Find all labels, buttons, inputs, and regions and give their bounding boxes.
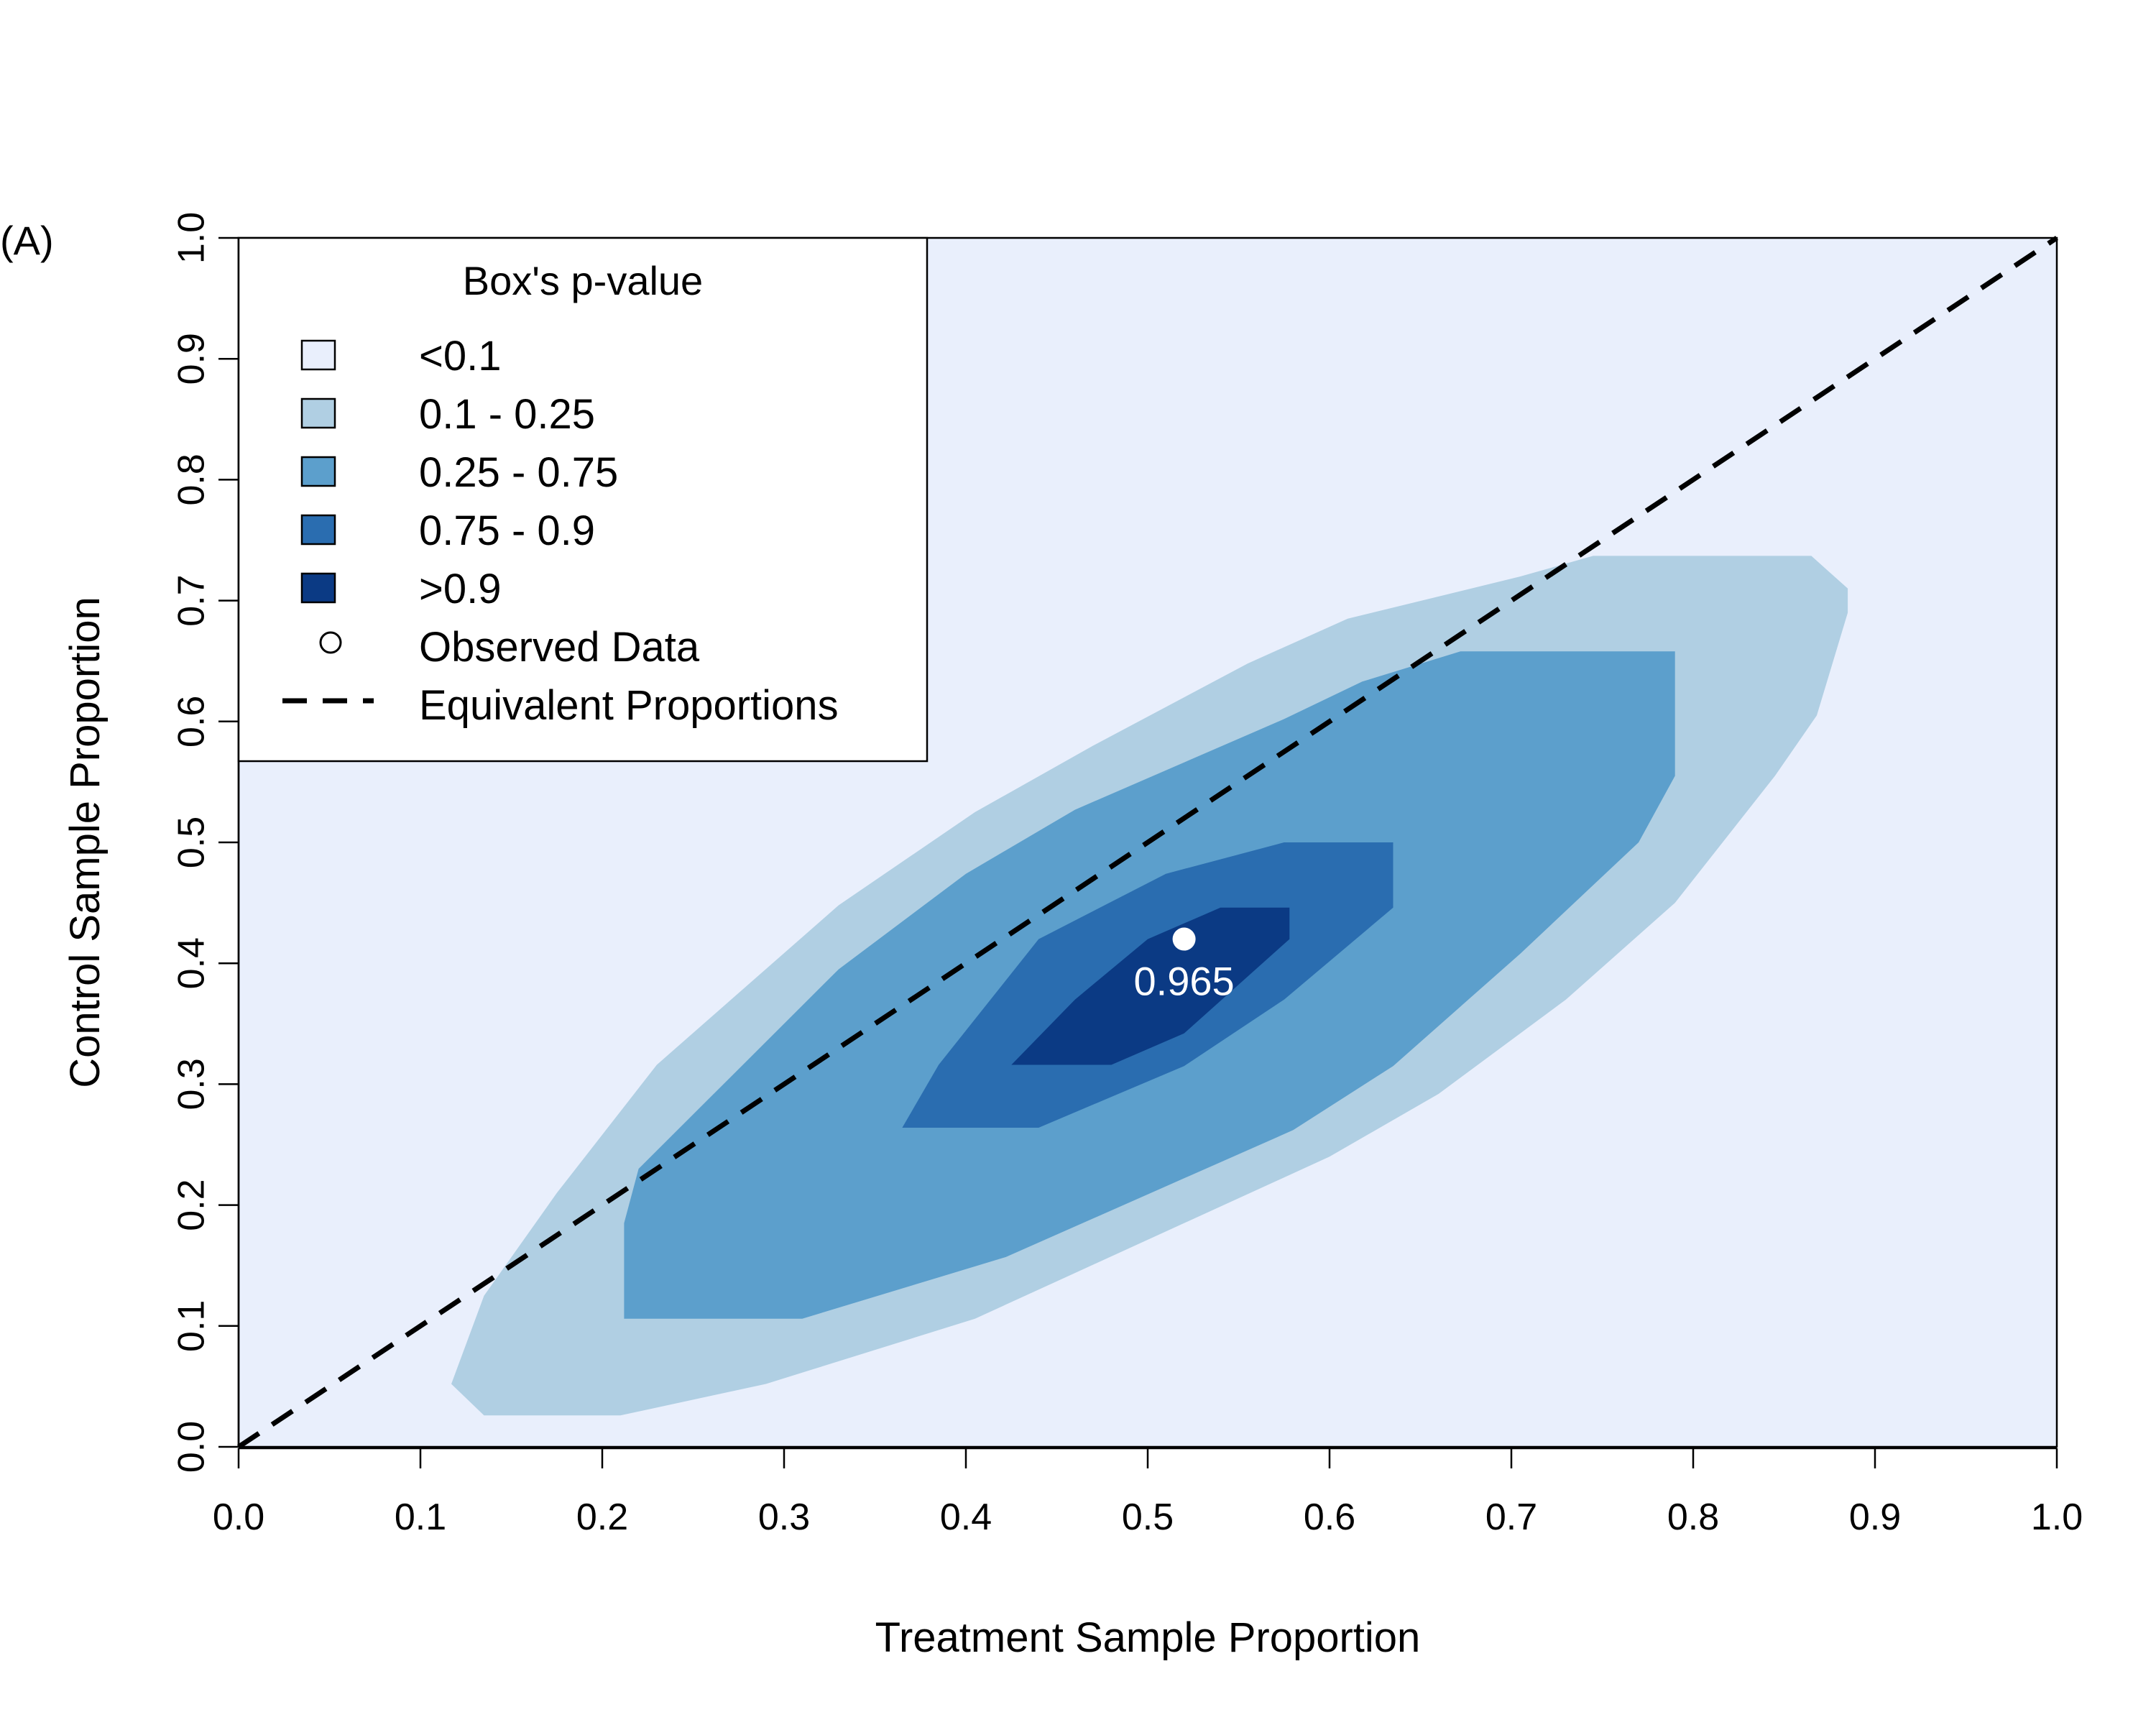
y-tick-label: 0.4 [171, 937, 213, 989]
legend-entry-label: Observed Data [419, 624, 700, 671]
x-tick-label: 1.0 [2031, 1496, 2083, 1538]
x-tick-label: 0.2 [576, 1496, 628, 1538]
y-tick-label: 0.3 [171, 1058, 213, 1110]
x-tick-label: 0.3 [758, 1496, 810, 1538]
x-tick-label: 0.5 [1122, 1496, 1174, 1538]
legend-entry-label: 0.25 - 0.75 [419, 449, 618, 496]
y-tick-label: 0.8 [171, 454, 213, 505]
legend-swatch [300, 514, 336, 546]
observed-data-point [1172, 927, 1196, 951]
legend-title: Box's p-value [463, 258, 703, 303]
observed-data-label: 0.965 [1134, 959, 1235, 1004]
panel-label: (A) [0, 218, 54, 263]
y-tick-label: 1.0 [171, 212, 213, 264]
legend: Box's p-value <0.1 0.1 - 0.25 0.25 - 0.75 0… [237, 236, 929, 763]
x-tick-label: 0.8 [1667, 1496, 1719, 1538]
legend-swatch [300, 339, 336, 371]
x-axis: 0.0 0.1 0.2 0.3 0.4 0.5 0.6 0.7 0.8 0.9 1.0 [213, 1447, 2083, 1538]
y-tick-label: 0.0 [171, 1421, 213, 1473]
y-tick-label: 0.1 [171, 1300, 213, 1352]
legend-entry-label: >0.9 [419, 566, 502, 612]
equivalent-proportions-line [237, 236, 2058, 1449]
legend-entry-label: 0.75 - 0.9 [419, 507, 595, 554]
legend-swatch [300, 572, 336, 604]
x-tick-label: 0.7 [1485, 1496, 1537, 1538]
y-tick-label: 0.7 [171, 574, 213, 626]
y-tick-label: 0.2 [171, 1179, 213, 1230]
legend-entry-label: Equivalent Proportions [419, 682, 839, 729]
x-tick-label: 0.4 [940, 1496, 992, 1538]
legend-entry-label: 0.1 - 0.25 [419, 391, 595, 438]
legend-box [237, 236, 929, 763]
legend-swatch [300, 456, 336, 487]
y-axis-title: Control Sample Proportion [62, 597, 109, 1087]
legend-swatch [300, 397, 336, 429]
contour-regions [451, 556, 1848, 1416]
y-tick-label: 0.9 [171, 333, 213, 385]
y-tick-label: 0.5 [171, 816, 213, 868]
legend-entries: <0.1 0.1 - 0.25 0.25 - 0.75 0.75 - 0.9 >0.9 O… [282, 333, 839, 729]
y-axis: 0.0 0.1 0.2 0.3 0.4 0.5 0.6 0.7 0.8 0.9 1.0 [171, 212, 240, 1473]
x-tick-label: 0.9 [1849, 1496, 1901, 1538]
legend-entry-label: <0.1 [419, 333, 502, 380]
plot-area: 0.965 [237, 236, 2058, 1449]
contour-region-4 [1011, 907, 1290, 1065]
x-tick-label: 0.0 [213, 1496, 264, 1538]
legend-point-symbol [319, 631, 342, 654]
y-tick-label: 0.6 [171, 696, 213, 748]
x-tick-label: 0.1 [395, 1496, 446, 1538]
x-axis-title: Treatment Sample Proportion [875, 1614, 1421, 1661]
x-tick-label: 0.6 [1304, 1496, 1355, 1538]
